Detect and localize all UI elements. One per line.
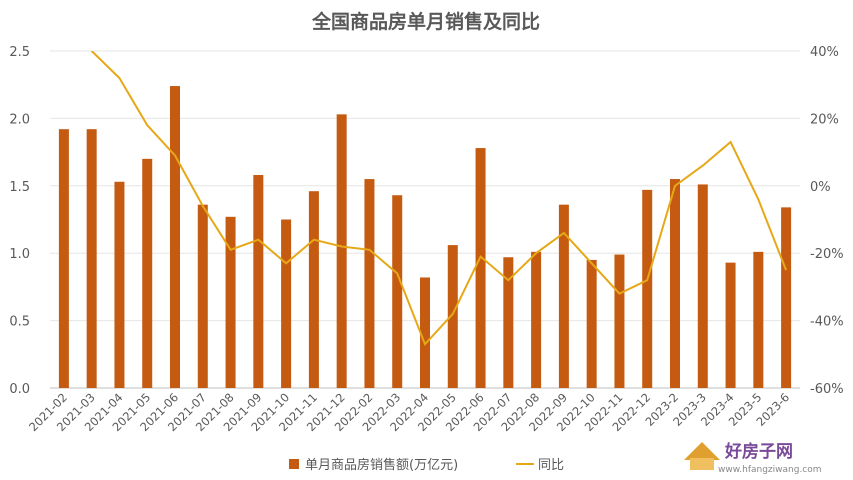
left-tick-label: 0.0 bbox=[9, 382, 30, 397]
bar bbox=[586, 259, 597, 388]
left-tick-label: 1.0 bbox=[9, 247, 30, 262]
bar bbox=[197, 204, 208, 388]
bar bbox=[503, 257, 514, 388]
bar bbox=[531, 251, 542, 388]
watermark: 好房子网 www.hfangziwang.com bbox=[684, 441, 822, 475]
bar bbox=[781, 207, 792, 388]
bar bbox=[614, 254, 625, 388]
bar bbox=[392, 195, 403, 388]
bar bbox=[753, 251, 764, 388]
house-logo-icon bbox=[684, 442, 720, 460]
right-tick-label: 20% bbox=[810, 112, 839, 127]
house-logo-base bbox=[690, 458, 714, 470]
right-tick-label: 0% bbox=[810, 180, 831, 195]
legend-label-line: 同比 bbox=[538, 458, 564, 473]
bar bbox=[697, 184, 708, 388]
right-tick-label: -40% bbox=[810, 315, 844, 330]
bar bbox=[308, 191, 319, 388]
bar bbox=[336, 114, 347, 388]
line-series bbox=[91, 51, 788, 347]
yoy-line bbox=[91, 51, 788, 347]
legend-swatch-bar bbox=[289, 459, 299, 469]
bar bbox=[558, 204, 569, 388]
legend: 单月商品房销售额(万亿元) 同比 bbox=[289, 457, 564, 473]
right-tick-label: -20% bbox=[810, 247, 844, 262]
bar bbox=[225, 216, 236, 388]
bar bbox=[725, 262, 736, 388]
bar bbox=[86, 129, 97, 388]
bar bbox=[670, 179, 680, 388]
left-tick-label: 0.5 bbox=[9, 315, 30, 330]
bar bbox=[642, 189, 653, 388]
bar bbox=[170, 86, 180, 388]
watermark-brand: 好房子网 bbox=[724, 441, 793, 462]
bar bbox=[420, 277, 430, 388]
bar bbox=[142, 158, 153, 388]
bar bbox=[364, 179, 375, 388]
right-tick-label: 40% bbox=[810, 45, 839, 60]
left-tick-label: 2.0 bbox=[9, 112, 30, 127]
bar bbox=[475, 148, 486, 388]
x-axis: 2021-022021-032021-042021-052021-062021-… bbox=[26, 390, 792, 434]
right-tick-label: -60% bbox=[810, 382, 844, 397]
chart-title: 全国商品房单月销售及同比 bbox=[311, 10, 540, 33]
bar bbox=[447, 245, 458, 388]
bar bbox=[58, 129, 69, 388]
left-tick-label: 2.5 bbox=[9, 45, 30, 60]
left-y-axis: 0.0 0.5 1.0 1.5 2.0 2.5 bbox=[9, 45, 30, 397]
bar bbox=[114, 181, 125, 388]
right-y-axis: -60% -40% -20% 0% 20% 40% bbox=[810, 45, 844, 397]
left-tick-label: 1.5 bbox=[9, 180, 30, 195]
watermark-url: www.hfangziwang.com bbox=[718, 465, 822, 475]
bar-series bbox=[58, 86, 792, 388]
bar bbox=[281, 219, 292, 388]
bar bbox=[253, 175, 264, 388]
legend-label-bar: 单月商品房销售额(万亿元) bbox=[305, 457, 458, 473]
